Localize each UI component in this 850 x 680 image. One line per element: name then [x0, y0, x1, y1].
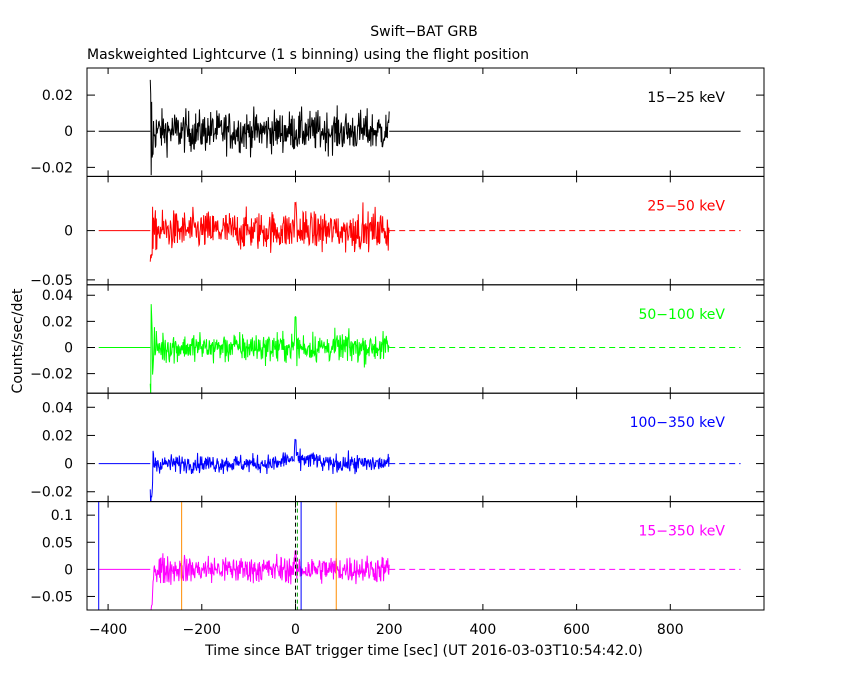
lightcurve-series — [149, 549, 390, 611]
y-tick-label: 0.02 — [42, 88, 73, 104]
x-tick-label: 400 — [470, 622, 497, 638]
x-tick-label: 800 — [657, 622, 684, 638]
chart-title: Swift−BAT GRB — [370, 24, 477, 40]
y-tick-label: 0 — [64, 340, 73, 356]
y-axis-label: Counts/sec/det — [10, 288, 26, 393]
y-tick-label: 0.1 — [51, 508, 73, 524]
y-tick-label: −0.05 — [30, 589, 73, 605]
panel: −0.02 0 0.02 15−25 keV — [30, 67, 765, 177]
panel: −0.05 0 0.05 0.1 15−350 keV — [30, 501, 765, 611]
y-tick-label: 0.05 — [42, 535, 73, 551]
y-tick-label: −0.05 — [30, 273, 73, 289]
x-tick-label: 200 — [376, 622, 403, 638]
lightcurve-series — [149, 304, 390, 394]
x-tick-label: −200 — [183, 622, 221, 638]
y-tick-label: −0.02 — [30, 485, 73, 501]
energy-band-label: 100−350 keV — [630, 415, 726, 431]
energy-band-label: 50−100 keV — [638, 307, 725, 323]
lightcurve-series — [149, 201, 390, 262]
lightcurve-series — [149, 438, 390, 502]
chart-subtitle: Maskweighted Lightcurve (1 s binning) us… — [87, 47, 529, 63]
x-tick-label: 0 — [291, 622, 300, 638]
y-tick-label: 0 — [64, 224, 73, 240]
panel: −0.05 0 25−50 keV — [30, 175, 765, 289]
x-axis-label: Time since BAT trigger time [sec] (UT 20… — [204, 643, 643, 659]
panel-frame — [86, 392, 765, 503]
panel: −0.02 0 0.02 0.04 100−350 keV — [30, 392, 765, 503]
y-tick-label: −0.02 — [30, 367, 73, 383]
y-tick-label: 0 — [64, 562, 73, 578]
y-tick-label: 0.04 — [42, 288, 73, 304]
y-tick-label: −0.02 — [30, 160, 73, 176]
energy-band-label: 15−25 keV — [647, 90, 725, 106]
panel-frame — [86, 284, 765, 394]
panel: −0.02 0 0.02 0.04 50−100 keV — [30, 284, 765, 394]
y-tick-label: 0.02 — [42, 314, 73, 330]
energy-band-label: 25−50 keV — [647, 198, 725, 214]
lightcurve-series — [149, 79, 390, 176]
x-tick-label: 600 — [563, 622, 590, 638]
y-tick-label: 0 — [64, 124, 73, 140]
panel-group: −0.02 0 0.02 15−25 keV −0.05 0 25−50 keV −0.02 0… — [30, 67, 765, 638]
energy-band-label: 15−350 keV — [638, 524, 725, 540]
y-tick-label: 0 — [64, 457, 73, 473]
x-tick-label: −400 — [89, 622, 127, 638]
y-tick-label: 0.04 — [42, 400, 73, 416]
y-tick-label: 0.02 — [42, 428, 73, 444]
panel-frame — [86, 501, 765, 611]
